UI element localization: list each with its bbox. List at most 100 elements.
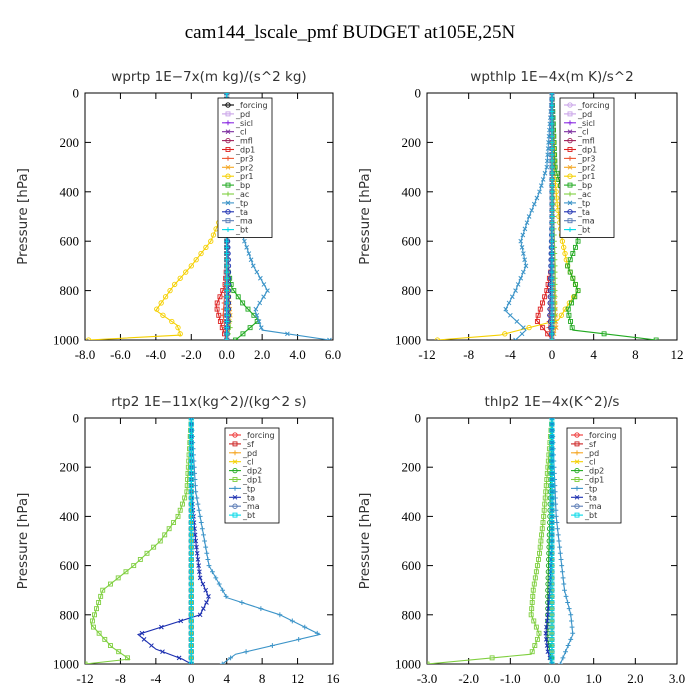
data-point xyxy=(549,146,555,151)
data-point xyxy=(549,238,555,244)
data-point xyxy=(537,306,543,312)
panel-title: wprtp 1E−7x(m kg)/(s^2 kg) xyxy=(111,69,306,85)
series-markers-tp xyxy=(503,93,555,340)
data-point xyxy=(541,507,547,513)
data-point xyxy=(549,538,555,544)
y-tick-label: 0 xyxy=(73,86,80,101)
data-point xyxy=(544,470,550,476)
data-point xyxy=(188,434,194,439)
data-point xyxy=(96,630,102,636)
series-line-dp1 xyxy=(85,418,192,664)
data-point xyxy=(549,183,555,189)
y-tick-label: 800 xyxy=(60,283,80,298)
data-point xyxy=(549,140,555,145)
data-point xyxy=(565,306,571,312)
x-tick-label: 0 xyxy=(188,671,195,686)
data-point xyxy=(549,319,555,324)
data-point xyxy=(549,133,555,139)
data-point xyxy=(302,624,308,630)
data-point xyxy=(188,606,194,612)
data-point xyxy=(296,637,302,642)
data-point xyxy=(188,636,194,642)
data-point xyxy=(228,655,233,661)
data-point xyxy=(549,164,555,170)
data-point xyxy=(169,318,175,325)
data-point xyxy=(489,655,495,661)
series-markers-dp1 xyxy=(85,418,194,664)
data-point xyxy=(198,250,204,257)
data-point xyxy=(549,483,555,489)
data-point xyxy=(197,612,203,618)
data-point xyxy=(549,557,555,562)
data-point xyxy=(543,489,549,495)
legend-marker xyxy=(225,182,231,188)
data-point xyxy=(208,238,214,244)
series-markers-pr1 xyxy=(85,93,230,340)
data-point xyxy=(91,624,96,630)
data-point xyxy=(204,600,209,605)
x-tick-label: 4 xyxy=(590,347,597,362)
data-point xyxy=(549,269,555,275)
y-axis-label: Pressure [hPa] xyxy=(357,493,373,590)
data-point xyxy=(246,251,252,256)
y-tick-label: 0 xyxy=(73,411,80,426)
y-tick-label: 600 xyxy=(402,558,422,573)
legend-entry: _pd xyxy=(584,449,599,458)
legend-entry: _ma xyxy=(235,217,253,226)
legend-marker xyxy=(574,459,580,465)
data-point xyxy=(653,337,659,340)
y-tick-label: 200 xyxy=(402,135,422,150)
plot-frame xyxy=(84,417,334,665)
data-point xyxy=(188,550,194,556)
data-point xyxy=(188,538,194,544)
x-tick-label: 4.0 xyxy=(289,347,305,362)
data-point xyxy=(532,643,538,648)
data-point xyxy=(188,440,194,446)
data-point xyxy=(537,550,542,556)
data-point xyxy=(243,649,249,655)
legend-marker xyxy=(225,111,231,117)
x-tick-label: -8 xyxy=(463,347,474,362)
legend-entry: _sicl xyxy=(577,119,595,128)
data-point xyxy=(560,655,566,661)
data-point xyxy=(224,251,230,256)
legend-entry: _mfl xyxy=(235,137,253,146)
data-point xyxy=(549,458,555,464)
data-point xyxy=(188,612,194,618)
y-tick-label: 400 xyxy=(402,184,422,199)
data-point xyxy=(549,226,555,232)
data-point xyxy=(532,575,538,581)
data-point xyxy=(554,520,560,525)
legend-marker xyxy=(567,102,573,108)
legend-marker xyxy=(232,512,238,518)
data-point xyxy=(257,300,263,306)
legend-entry: _sicl xyxy=(235,119,253,128)
data-point xyxy=(569,325,575,331)
data-point xyxy=(549,421,555,427)
legend-entry: _pr3 xyxy=(577,154,595,163)
data-point xyxy=(188,575,194,581)
panel-4: thlp2 1E−4x(K^2)/s Pressure [hPa] -3.0 -2.0… xyxy=(357,394,685,686)
data-point xyxy=(210,232,217,238)
legend-entry: _bt xyxy=(242,511,255,520)
y-tick-label: 1000 xyxy=(53,657,79,672)
legend-entry: _pr1 xyxy=(235,172,253,181)
data-point xyxy=(502,331,508,337)
legend-marker xyxy=(225,191,231,197)
data-point xyxy=(203,244,209,251)
figure-title: cam144_lscale_pmf BUDGET at105E,25N xyxy=(185,22,516,43)
series-line-ta xyxy=(136,418,210,664)
data-point xyxy=(546,452,552,458)
data-point xyxy=(167,287,173,294)
data-point xyxy=(519,331,525,337)
x-tick-label: 8 xyxy=(632,347,639,362)
data-point xyxy=(137,557,143,562)
legend-marker xyxy=(232,467,238,474)
data-point xyxy=(166,526,172,532)
x-tick-label: 2.0 xyxy=(254,347,270,362)
data-point xyxy=(188,464,194,470)
legend-entry: _dp1 xyxy=(242,476,262,485)
legend-entry: _ma xyxy=(584,502,602,511)
data-point xyxy=(224,93,230,96)
legend: _forcing_sf_pd_cl_dp2_dp1_tp_ta_ma_bt xyxy=(224,427,280,524)
